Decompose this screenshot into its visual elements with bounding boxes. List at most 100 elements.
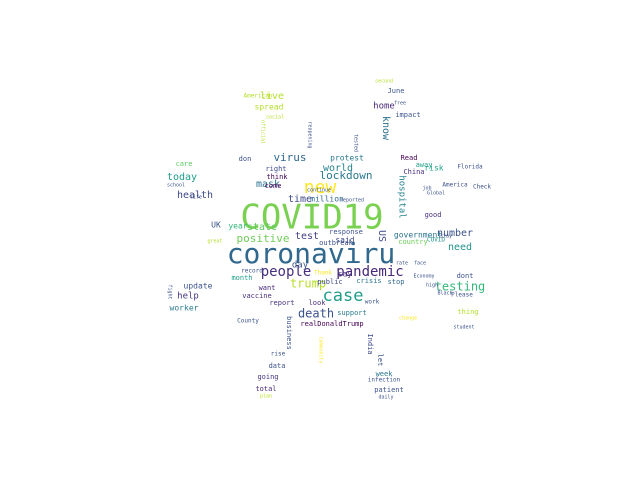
word-year: year [228, 222, 247, 231]
word-patient: patient [374, 386, 404, 394]
word-total: total [255, 385, 276, 393]
word-protest: protest [330, 154, 364, 163]
word-mask: mask [256, 179, 280, 190]
word-social: social [266, 115, 284, 121]
word-plan: plan [260, 394, 272, 400]
word-continue: continue [307, 188, 331, 194]
word-crisis: crisis [356, 277, 381, 285]
word-going: going [257, 373, 278, 381]
word-rate: rate [396, 261, 408, 267]
word-know: know [380, 116, 391, 141]
word-test: test [295, 231, 319, 242]
word-stop: stop [388, 278, 405, 286]
word-home: home [373, 102, 395, 112]
word-world: world [323, 163, 353, 174]
word-look: look [309, 299, 327, 307]
word-check: Check [473, 184, 491, 191]
word-daily: daily [378, 395, 393, 401]
word-outbreak: outbreak [319, 239, 354, 247]
word-us: US [376, 230, 387, 242]
word-read: Read [401, 154, 418, 162]
word-want: want [259, 284, 276, 292]
word-lockdown: lockdown [320, 169, 373, 182]
word-america: America [442, 182, 468, 189]
word-county: County [237, 318, 259, 325]
word-month: month [231, 274, 252, 282]
word-high: high [426, 283, 438, 289]
word-china: China [403, 168, 424, 176]
word-please: Please [451, 292, 473, 299]
word-economy: Economy [413, 274, 434, 280]
word-american: American [244, 93, 273, 100]
word-time: time [288, 194, 312, 205]
word-help: help [177, 292, 199, 302]
word-second: second [375, 79, 393, 85]
word-say: say [338, 270, 353, 279]
word-official: official [260, 120, 266, 144]
word-great: great [207, 239, 222, 245]
word-spread: spread [255, 103, 284, 112]
word-free: free [394, 101, 406, 107]
word-hospital: hospital [397, 175, 407, 218]
word-think: think [266, 173, 288, 181]
word-new: new [304, 177, 337, 198]
word-thank: Thank [314, 270, 332, 277]
word-public: public [317, 278, 342, 286]
word-trump: trump [290, 277, 326, 291]
word-global: Global [427, 191, 445, 197]
word-life: life [190, 195, 202, 201]
word-live: live [260, 91, 284, 102]
word-impact: impact [395, 111, 420, 119]
word-people: people [261, 264, 312, 280]
word-community: community [318, 336, 324, 363]
word-virus: virus [273, 151, 306, 164]
word-change: change [399, 316, 417, 322]
word-face: face [414, 261, 426, 267]
word-rise: rise [271, 351, 286, 358]
word-infection: infection [368, 377, 401, 384]
word-let: let [376, 354, 384, 367]
word-health: health [177, 190, 213, 201]
word-positive: positive [237, 232, 290, 245]
word-covid: COVID [427, 237, 445, 244]
word-reported: reported [340, 198, 364, 204]
word-thing: thing [457, 308, 478, 316]
word-realdonaldtrump: realDonaldTrump [300, 320, 363, 328]
word-stay: stay [440, 234, 452, 240]
word-uk: UK [211, 221, 221, 230]
word-care: care [176, 160, 193, 168]
word-case: case [323, 286, 364, 306]
word-june: June [388, 87, 405, 95]
word-today: today [167, 172, 197, 183]
word-update: update [184, 282, 213, 291]
word-report: report [269, 299, 294, 307]
word-response: response [329, 228, 363, 236]
word-need: need [448, 242, 472, 253]
word-florida: Florida [457, 164, 483, 171]
word-work: work [365, 299, 380, 306]
word-pandemic: pandemic [336, 264, 403, 280]
word-right: right [265, 165, 286, 173]
word-death: death [298, 307, 334, 321]
word-business: business [285, 316, 293, 350]
word-reopening: reopening [307, 121, 313, 148]
word-country: country [398, 238, 428, 246]
word-vaccine: vaccine [242, 292, 272, 300]
word-good: good [425, 211, 442, 219]
word-number: number [437, 228, 473, 239]
word-covid19: COVID19 [240, 198, 383, 238]
word-tested: tested [353, 134, 359, 152]
word-state: state [247, 222, 277, 233]
word-don: don [239, 155, 252, 163]
word-said: said [335, 236, 354, 245]
word-government: government [394, 231, 442, 240]
word-fight: fight [167, 284, 173, 299]
word-support: support [337, 309, 367, 317]
word-record: record [241, 268, 263, 275]
word-testing: testing [435, 280, 486, 294]
word-away: away [416, 161, 433, 169]
word-worker: worker [170, 304, 199, 313]
word-dont: dont [457, 272, 474, 280]
word-come: come [265, 182, 282, 190]
